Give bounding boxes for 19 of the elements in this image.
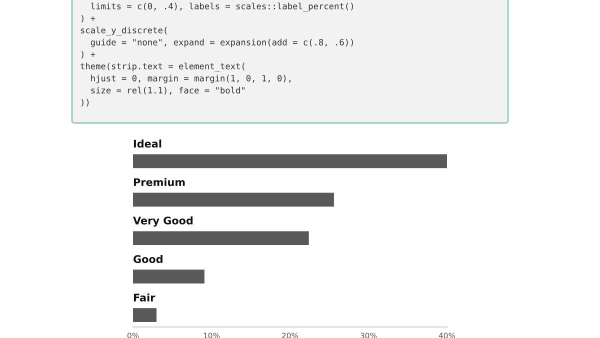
text: theme(strip.text = element_text( — [80, 62, 244, 72]
text: ) + — [81, 50, 96, 59]
text: guide = "none", expand = expansion(add = c(.8, .6)) — [90, 38, 353, 48]
bar — [133, 308, 157, 322]
y-tick-label: Ideal — [134, 140, 162, 148]
y-tick-label: Premium — [134, 178, 185, 186]
text: scale_y_discrete( — [80, 26, 167, 36]
text: )) — [81, 98, 89, 107]
text: limits = c(0, .4), labels = scales::label_percent() — [91, 2, 353, 12]
bar — [133, 154, 447, 168]
bar — [133, 231, 309, 246]
text: hjust = 0, margin = margin(1, 0, 1, 0), — [91, 74, 291, 84]
bar — [133, 270, 204, 284]
bar — [133, 192, 334, 207]
y-tick-label: Fair — [134, 293, 156, 302]
text: ) + — [81, 14, 96, 23]
y-tick-label: Good — [134, 254, 162, 264]
text: size = rel(1.1), face = "bold" — [91, 86, 244, 95]
y-tick-label: Very Good — [133, 216, 193, 227]
